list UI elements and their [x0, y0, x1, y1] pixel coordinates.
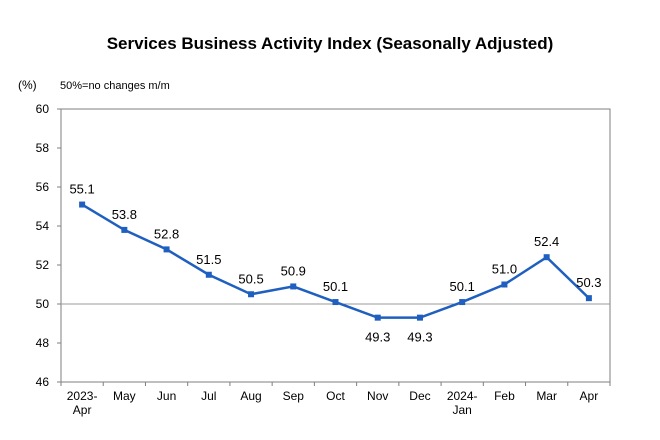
x-tick-label: 2023-Apr: [67, 389, 98, 417]
data-point: [459, 299, 466, 306]
data-label: 49.3: [365, 330, 390, 345]
x-tick-label: Jun: [157, 389, 176, 403]
data-label: 51.0: [492, 262, 517, 277]
data-label: 49.3: [407, 330, 432, 345]
y-tick-label: 50: [36, 297, 50, 311]
y-tick-label: 52: [36, 258, 50, 272]
data-label: 53.8: [112, 207, 137, 222]
x-tick-label: Apr: [580, 389, 599, 403]
data-label: 50.3: [576, 275, 601, 290]
y-tick-label: 54: [36, 219, 50, 233]
data-point: [374, 314, 381, 321]
data-label: 55.1: [69, 182, 94, 197]
x-tick-label: Aug: [240, 389, 261, 403]
data-label: 52.4: [534, 234, 559, 249]
data-point: [332, 299, 339, 306]
data-label: 50.5: [238, 271, 263, 286]
y-tick-label: 48: [36, 336, 50, 350]
data-point: [501, 281, 508, 288]
data-label: 50.9: [281, 263, 306, 278]
data-point: [248, 291, 255, 298]
x-tick-label: Oct: [326, 389, 345, 403]
data-point: [121, 226, 128, 233]
y-tick-label: 56: [36, 180, 50, 194]
data-point: [416, 314, 423, 321]
data-label: 50.1: [323, 279, 348, 294]
chart-note: 50%=no changes m/m: [60, 80, 170, 92]
x-tick-label: Sep: [283, 389, 305, 403]
data-label: 50.1: [450, 279, 475, 294]
y-tick-label: 46: [36, 375, 50, 389]
x-tick-label: Feb: [494, 389, 515, 403]
x-tick-label: Jul: [201, 389, 216, 403]
data-label: 51.5: [196, 252, 221, 267]
x-tick-label: May: [113, 389, 136, 403]
y-unit-label: (%): [18, 78, 37, 92]
data-point: [290, 283, 297, 290]
x-tick-label: Mar: [536, 389, 557, 403]
chart-title: Services Business Activity Index (Season…: [106, 34, 554, 53]
data-point: [163, 246, 170, 253]
x-tick-label: Dec: [409, 389, 430, 403]
data-label: 52.8: [154, 226, 179, 241]
data-point: [585, 295, 592, 302]
x-tick-label: Nov: [367, 389, 388, 403]
data-point: [205, 271, 212, 278]
y-tick-label: 60: [36, 102, 50, 116]
data-point: [543, 254, 550, 261]
plot-area-border: [60, 108, 611, 383]
x-tick-label: 2024-Jan: [447, 389, 478, 417]
data-point: [79, 201, 86, 208]
y-tick-label: 58: [36, 141, 50, 155]
